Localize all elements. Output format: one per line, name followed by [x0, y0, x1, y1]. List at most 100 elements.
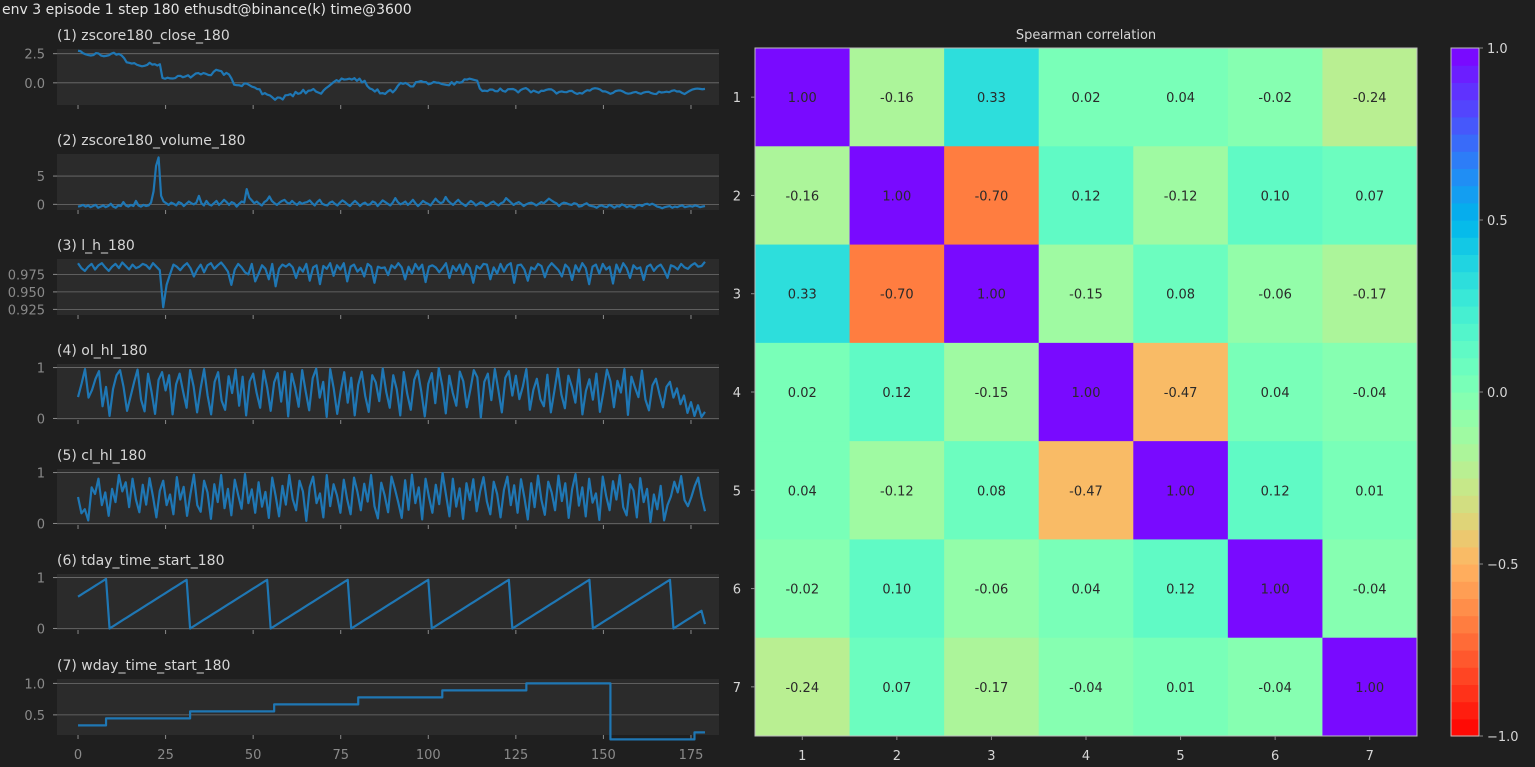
heatmap-cell	[944, 441, 1040, 540]
colorbar-segment	[1451, 632, 1479, 651]
heatmap-cell-label: 1.00	[1261, 583, 1290, 598]
heatmap-cell-label: 0.07	[1355, 189, 1384, 204]
heatmap-cell-label: 0.10	[1261, 189, 1290, 204]
heatmap-cell-label: 0.02	[788, 386, 817, 401]
colorbar-segment	[1451, 650, 1479, 668]
heatmap-cell-label: 0.08	[977, 484, 1006, 499]
series-line	[78, 682, 705, 741]
colorbar-segment	[1451, 374, 1479, 393]
series-line	[77, 261, 706, 309]
colorbar-segment	[1451, 357, 1479, 376]
heatmap-cell-label: -0.17	[975, 681, 1009, 696]
heatmap-y-label: 2	[733, 189, 741, 204]
x-tick-label: 50	[245, 748, 262, 763]
heatmap-x-label: 4	[1082, 749, 1090, 764]
heatmap-cell	[1038, 441, 1134, 540]
heatmap-cell	[849, 244, 945, 344]
heatmap-cell	[944, 244, 1040, 344]
colorbar-segment	[1451, 546, 1479, 565]
heatmap-cell-label: 1.00	[1166, 484, 1195, 499]
heatmap-cell	[849, 539, 945, 639]
x-tick-label: 25	[157, 748, 174, 763]
colorbar-segment	[1451, 701, 1479, 720]
heatmap-cell-label: 0.10	[882, 583, 911, 598]
heatmap-x-label: 7	[1366, 749, 1374, 764]
panel-title: (7) wday_time_start_180	[57, 658, 230, 674]
series-line	[77, 577, 707, 630]
heatmap-cell-label: 1.00	[1072, 386, 1101, 401]
heatmap-cell-label: -0.04	[1353, 386, 1387, 401]
line-panel-4: (4) ol_hl_180 1 0	[37, 343, 719, 427]
colorbar-segment	[1451, 271, 1479, 290]
colorbar-segment	[1451, 581, 1479, 599]
heatmap-cell	[1133, 637, 1229, 737]
colorbar-segment	[1451, 134, 1479, 152]
line-panel-2: (2) zscore180_volume_180 5 0	[37, 133, 719, 214]
heatmap-cell	[944, 539, 1040, 639]
heatmap-cell-label: -0.02	[1258, 91, 1292, 106]
series-line	[77, 156, 706, 210]
colorbar-segment	[1451, 667, 1479, 685]
heatmap-cell-label: -0.06	[1258, 288, 1292, 303]
panel-title: (6) tday_time_start_180	[57, 553, 224, 569]
colorbar-segment	[1451, 426, 1479, 445]
heatmap-cell-label: -0.70	[880, 288, 914, 303]
heatmap-cell	[944, 48, 1040, 147]
colorbar-tick-label: 1.0	[1487, 42, 1508, 57]
colorbar-segment	[1451, 684, 1479, 703]
heatmap-cell	[1227, 342, 1323, 442]
line-panel-1: (1) zscore180_close_180 2.5 0.0	[24, 28, 719, 109]
x-tick-label: 100	[416, 748, 441, 763]
heatmap-cell	[1227, 637, 1323, 737]
figure-suptitle: env 3 episode 1 step 180 ethusdt@binance…	[2, 2, 412, 18]
y-tick-label: 0.950	[8, 286, 45, 301]
heatmap-cell-label: 1.00	[788, 91, 817, 106]
heatmap-cell-label: 0.04	[1166, 91, 1195, 106]
heatmap-cell	[1227, 244, 1323, 344]
heatmap-y-label: 1	[733, 91, 741, 106]
colorbar-segment	[1451, 202, 1479, 221]
colorbar-segment	[1451, 151, 1479, 169]
heatmap-cell	[1322, 539, 1418, 639]
heatmap-cell	[1038, 48, 1134, 147]
heatmap-cell-label: -0.15	[1069, 288, 1103, 303]
heatmap-cell-label: -0.04	[1069, 681, 1103, 696]
colorbar-segment	[1451, 529, 1479, 548]
heatmap-x-label: 2	[893, 749, 901, 764]
line-panel-3: (3) l_h_180 0.975 0.950 0.925	[8, 238, 719, 319]
colorbar-segment	[1451, 48, 1479, 66]
panel-background	[57, 154, 719, 210]
panel-background	[57, 469, 719, 525]
y-tick-label: 0	[37, 198, 45, 213]
colorbar-segment	[1451, 220, 1479, 238]
colorbar-segment	[1451, 340, 1479, 359]
colorbar-segment	[1451, 615, 1479, 634]
panel-background	[57, 574, 719, 630]
colorbar-segment	[1451, 82, 1479, 101]
y-tick-label: 0	[37, 412, 45, 427]
y-tick-label: 1	[37, 362, 45, 377]
heatmap-cell-label: 0.01	[1355, 484, 1384, 499]
colorbar-segment	[1451, 495, 1479, 513]
heatmap-cell	[755, 48, 851, 147]
heatmap-cell	[1133, 146, 1229, 246]
colorbar-segment	[1451, 168, 1479, 187]
heatmap-cell	[1133, 441, 1229, 540]
heatmap-cell-label: 0.33	[977, 91, 1006, 106]
y-tick-label: 0	[37, 517, 45, 532]
heatmap-cell	[755, 539, 851, 639]
line-panel-6: (6) tday_time_start_180 1 0	[37, 553, 719, 637]
heatmap-cell-label: 1.00	[977, 288, 1006, 303]
heatmap-cell-label: -0.47	[1164, 386, 1198, 401]
heatmap-cell-label: -0.17	[1353, 288, 1387, 303]
heatmap-cell	[1322, 244, 1418, 344]
y-tick-label: 1.0	[24, 677, 45, 692]
colorbar-segment	[1451, 185, 1479, 204]
heatmap-cell	[1322, 48, 1418, 147]
heatmap-y-label: 4	[733, 386, 741, 401]
heatmap-cell	[1322, 441, 1418, 540]
line-panel-5: (5) cl_hl_180 1 0	[37, 448, 719, 532]
colorbar-segment	[1451, 443, 1479, 462]
colorbar-segment	[1451, 99, 1479, 118]
colorbar-segment	[1451, 512, 1479, 531]
